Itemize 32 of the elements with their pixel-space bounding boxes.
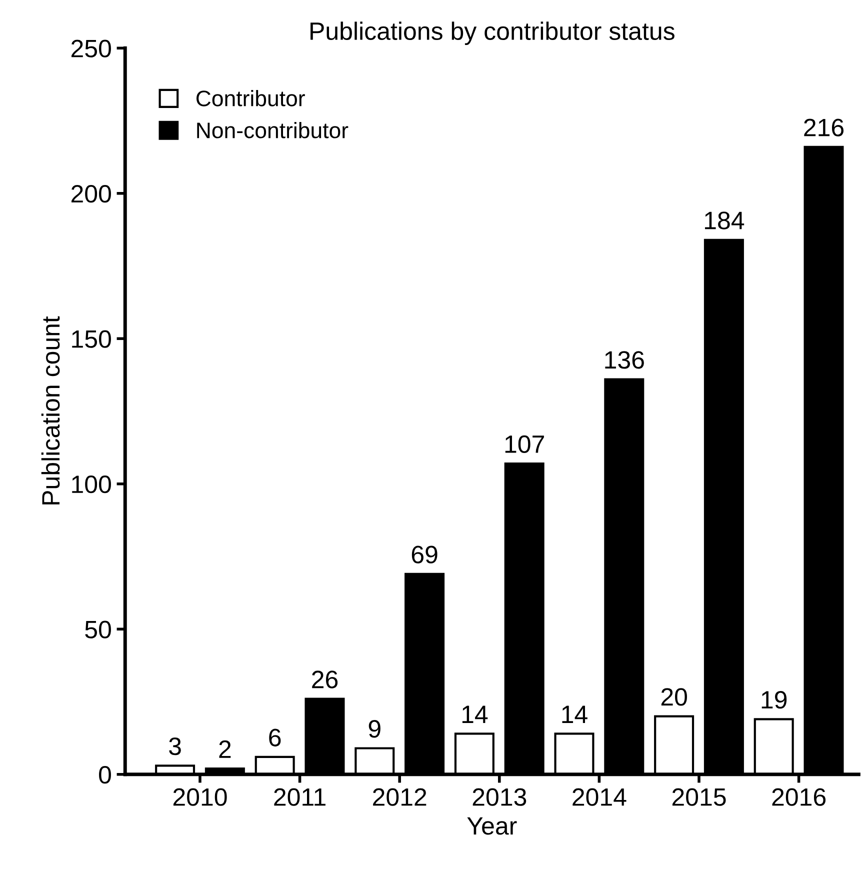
x-tick-label: 2011 [274, 788, 326, 806]
x-tick-label: 2010 [173, 788, 227, 806]
data-label: 26 [312, 670, 338, 688]
data-label: 6 [269, 728, 281, 746]
x-tick-label: 2016 [772, 788, 826, 806]
x-axis-title: Year [467, 817, 517, 835]
chart-title: Publications by contributor status [310, 22, 674, 45]
data-label: 69 [412, 546, 438, 564]
y-tick-label: 150 [72, 330, 111, 348]
y-tick-label: 0 [99, 766, 111, 784]
data-label: 216 [804, 118, 844, 136]
data-label: 20 [661, 688, 687, 706]
data-label: 2 [219, 740, 231, 758]
data-label: 184 [705, 212, 744, 230]
data-label: 19 [762, 690, 787, 709]
data-label: 107 [505, 435, 544, 454]
y-tick-label: 200 [71, 184, 111, 203]
x-tick-label: 2012 [373, 788, 426, 806]
y-axis-title: Publication count [41, 316, 60, 504]
data-label: 14 [562, 706, 588, 723]
y-tick-label: 100 [72, 475, 111, 494]
data-label: 14 [462, 706, 488, 723]
x-tick-label: 2015 [672, 788, 726, 806]
legend-label: Non-contributor [197, 122, 348, 138]
y-tick-label: 250 [71, 40, 111, 58]
legend-label: Contributor [196, 90, 305, 106]
data-label: 136 [605, 351, 644, 369]
data-label: 3 [169, 737, 181, 756]
x-tick-label: 2013 [472, 788, 526, 806]
data-label: 9 [368, 720, 380, 738]
y-tick-label: 50 [85, 620, 111, 638]
x-tick-label: 2014 [572, 788, 626, 806]
